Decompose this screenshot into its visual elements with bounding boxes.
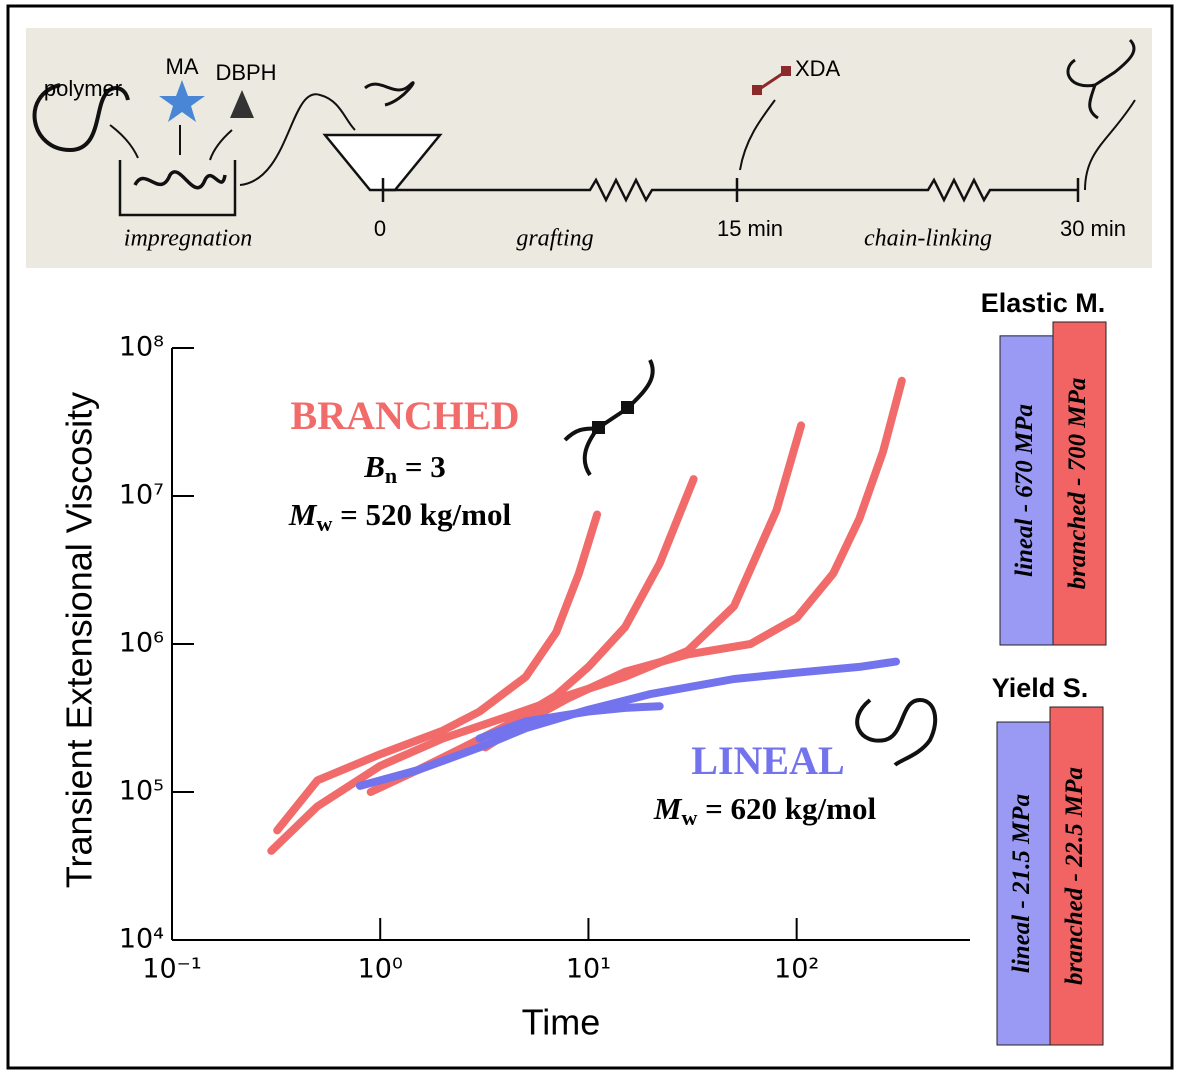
bar-label: branched - 700 MPa xyxy=(1064,378,1091,590)
annotation: BRANCHED xyxy=(291,393,520,438)
label: polymer xyxy=(44,76,122,101)
out-arrow xyxy=(1084,99,1136,191)
timeline xyxy=(381,177,1080,203)
impregnation-box xyxy=(118,160,237,217)
subscript: n xyxy=(385,463,397,488)
scheme xyxy=(26,28,1152,268)
sketch xyxy=(563,359,938,767)
bar xyxy=(1049,706,1104,1046)
xda-arrow xyxy=(739,99,776,171)
grafted-chain xyxy=(364,81,415,107)
bar xyxy=(999,335,1054,646)
mixture xyxy=(133,170,227,190)
feed-arrow xyxy=(239,93,356,186)
y-tick-label: 10⁵ xyxy=(119,776,164,807)
node xyxy=(621,401,634,414)
x-tick-label: 10² xyxy=(774,954,819,985)
text: = 3 xyxy=(397,449,446,484)
line-chart: 10⁻¹ 10⁰ 10¹ 10² 10⁴ 10⁵ 10⁶ 10⁷ 10⁸ Time Transien… xyxy=(59,332,970,1043)
label: impregnation xyxy=(124,226,252,252)
x-tick-label: 10⁰ xyxy=(358,954,403,985)
arrows xyxy=(109,124,233,161)
bar xyxy=(996,721,1051,1046)
xda-end xyxy=(781,66,791,76)
linked-chain xyxy=(1066,38,1136,120)
annotation: LINEAL xyxy=(691,738,844,783)
y-axis-label: Transient Extensional Viscosity xyxy=(59,392,100,888)
annotation: Mw = 620 kg/mol xyxy=(653,791,877,830)
ma-star xyxy=(159,80,205,122)
text: = 620 kg/mol xyxy=(697,791,876,826)
annotation: Bn = 3 xyxy=(363,449,446,488)
x-tick-label: 10⁻¹ xyxy=(142,954,201,985)
timeline-tick: 30 min xyxy=(1060,216,1126,241)
series-line xyxy=(273,510,602,835)
xda-end xyxy=(752,85,762,95)
bar-label: lineal - 670 MPa xyxy=(1011,404,1038,577)
bar-chart: Yield S. lineal - 21.5 MPa branched - 22.5… xyxy=(992,673,1104,1046)
x-tick-label: 10¹ xyxy=(566,954,611,985)
symbol: M xyxy=(653,791,683,826)
y-tick-label: 10⁷ xyxy=(119,480,164,511)
bar xyxy=(1052,321,1107,646)
xda-molecule xyxy=(757,70,786,92)
chart-title: Yield S. xyxy=(992,673,1089,703)
symbol: M xyxy=(288,497,318,532)
label: XDA xyxy=(795,56,841,81)
dbph-triangle xyxy=(230,90,254,118)
bar-chart: Elastic M. lineal - 670 MPa branched - 700… xyxy=(981,288,1107,646)
series-line xyxy=(475,702,664,743)
scheme-labels: polymer MA DBPH impregnation XDA 0 15 mi… xyxy=(44,54,1126,252)
timeline-tick: 0 xyxy=(374,216,386,241)
y-tick-label: 10⁶ xyxy=(119,628,164,659)
polymer-chain xyxy=(32,83,130,153)
x-axis-label: Time xyxy=(522,1002,601,1043)
lineal-sketch xyxy=(855,697,938,767)
y-tick-label: 10⁴ xyxy=(119,924,164,955)
bar-label: lineal - 21.5 MPa xyxy=(1008,794,1035,973)
node xyxy=(592,421,605,434)
series-line xyxy=(356,657,900,790)
phase: grafting xyxy=(516,226,593,252)
text: = 520 kg/mol xyxy=(332,497,511,532)
scheme-panel xyxy=(26,28,1152,268)
phase: chain-linking xyxy=(864,226,992,252)
subscript: w xyxy=(681,805,697,830)
label: MA xyxy=(166,54,199,79)
series-line xyxy=(481,376,906,752)
timeline-tick: 15 min xyxy=(717,216,783,241)
bar-label: branched - 22.5 MPa xyxy=(1061,767,1088,985)
subscript: w xyxy=(316,511,332,536)
symbol: B xyxy=(363,449,385,484)
y-tick-label: 10⁸ xyxy=(119,332,164,363)
label: DBPH xyxy=(215,60,276,85)
chart-title: Elastic M. xyxy=(981,288,1106,318)
annotation: Mw = 520 kg/mol xyxy=(288,497,512,536)
